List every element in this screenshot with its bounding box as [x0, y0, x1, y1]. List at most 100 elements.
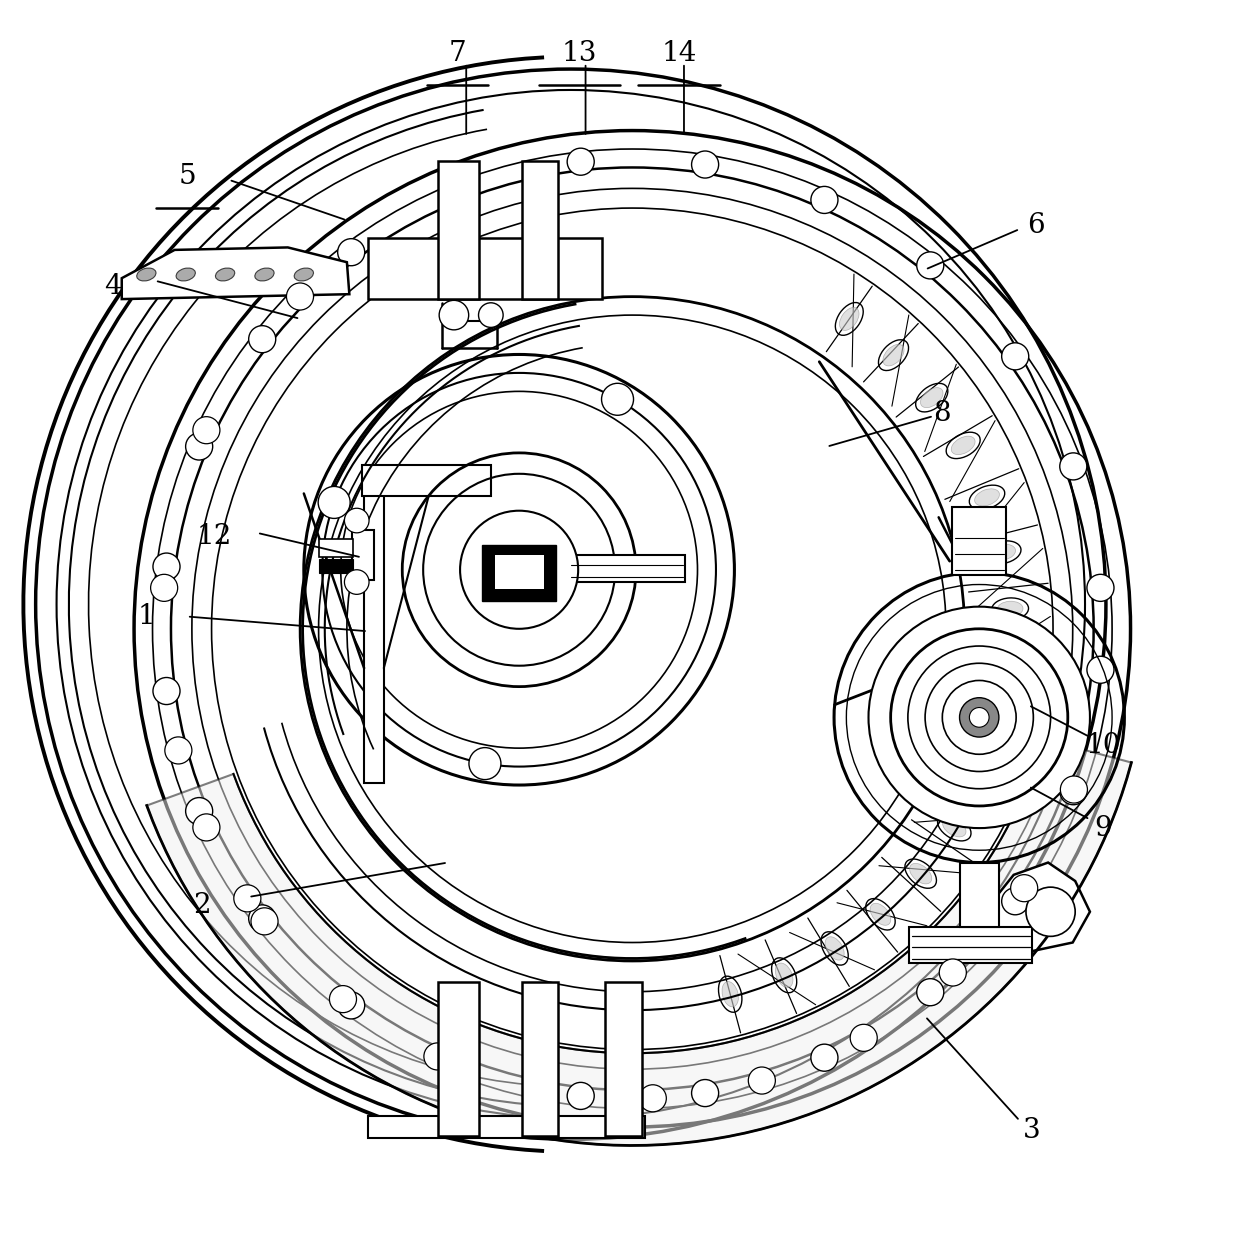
- Bar: [319, 539, 353, 557]
- Circle shape: [249, 905, 275, 932]
- Circle shape: [337, 239, 365, 266]
- Circle shape: [330, 985, 357, 1012]
- Ellipse shape: [136, 268, 156, 281]
- Circle shape: [286, 282, 314, 309]
- Text: 7: 7: [449, 39, 466, 67]
- Circle shape: [1025, 888, 1075, 936]
- Text: 3: 3: [1023, 1117, 1040, 1144]
- Bar: [368, 238, 601, 300]
- Text: 5: 5: [179, 163, 196, 190]
- Ellipse shape: [975, 488, 999, 506]
- Ellipse shape: [883, 344, 904, 366]
- Ellipse shape: [910, 863, 931, 884]
- Ellipse shape: [986, 714, 1012, 731]
- Ellipse shape: [951, 436, 975, 455]
- Polygon shape: [146, 739, 1131, 1145]
- Circle shape: [811, 186, 838, 213]
- Ellipse shape: [255, 268, 274, 281]
- Circle shape: [186, 433, 213, 460]
- Circle shape: [345, 570, 370, 594]
- Circle shape: [1087, 656, 1114, 683]
- Circle shape: [165, 737, 192, 764]
- Ellipse shape: [996, 658, 1022, 674]
- Bar: [952, 507, 1007, 575]
- Text: 8: 8: [934, 399, 951, 427]
- Circle shape: [424, 1043, 451, 1070]
- Text: 1: 1: [138, 603, 155, 630]
- Ellipse shape: [825, 937, 844, 961]
- Circle shape: [439, 301, 469, 330]
- Polygon shape: [438, 162, 479, 300]
- Circle shape: [868, 607, 1090, 829]
- Circle shape: [692, 150, 719, 178]
- Circle shape: [1002, 343, 1029, 370]
- Polygon shape: [522, 162, 558, 300]
- Circle shape: [1011, 874, 1038, 901]
- Text: 2: 2: [193, 893, 211, 919]
- Ellipse shape: [942, 817, 966, 837]
- Circle shape: [916, 252, 944, 279]
- Ellipse shape: [176, 268, 196, 281]
- Circle shape: [479, 303, 503, 328]
- Ellipse shape: [216, 268, 234, 281]
- Ellipse shape: [870, 904, 890, 925]
- Ellipse shape: [968, 768, 993, 785]
- Circle shape: [748, 1067, 775, 1094]
- Bar: [362, 465, 491, 496]
- Ellipse shape: [775, 963, 792, 988]
- Text: 9: 9: [1095, 815, 1112, 842]
- Circle shape: [1087, 575, 1114, 602]
- Circle shape: [319, 487, 350, 518]
- Bar: [495, 555, 543, 589]
- Circle shape: [960, 698, 999, 737]
- Circle shape: [811, 1044, 838, 1071]
- Circle shape: [640, 1085, 666, 1112]
- Circle shape: [970, 708, 990, 727]
- Circle shape: [601, 383, 634, 416]
- Circle shape: [234, 885, 260, 912]
- Bar: [960, 863, 999, 926]
- Ellipse shape: [997, 602, 1023, 616]
- Polygon shape: [365, 469, 384, 783]
- Circle shape: [249, 326, 275, 353]
- Ellipse shape: [990, 544, 1016, 560]
- Circle shape: [1060, 776, 1087, 803]
- Text: 4: 4: [104, 274, 122, 301]
- Ellipse shape: [722, 981, 738, 1007]
- Circle shape: [186, 798, 213, 825]
- Circle shape: [460, 510, 578, 629]
- Bar: [485, 547, 553, 597]
- Circle shape: [939, 959, 966, 986]
- Circle shape: [193, 814, 219, 841]
- Circle shape: [851, 1025, 877, 1052]
- Ellipse shape: [920, 387, 942, 408]
- Circle shape: [916, 979, 944, 1006]
- Circle shape: [567, 1083, 594, 1110]
- Bar: [909, 926, 1032, 963]
- Text: 10: 10: [1086, 732, 1121, 760]
- Circle shape: [567, 148, 594, 175]
- Circle shape: [1060, 453, 1086, 480]
- Bar: [368, 1116, 645, 1138]
- Polygon shape: [122, 248, 350, 300]
- Circle shape: [529, 1076, 557, 1104]
- Circle shape: [337, 991, 365, 1018]
- Circle shape: [193, 417, 219, 444]
- Circle shape: [250, 907, 278, 935]
- Circle shape: [1060, 778, 1086, 805]
- Text: 6: 6: [1027, 212, 1044, 239]
- Text: 12: 12: [196, 523, 232, 550]
- Polygon shape: [990, 863, 1090, 951]
- Ellipse shape: [294, 268, 314, 281]
- Circle shape: [446, 1053, 474, 1080]
- Ellipse shape: [839, 307, 859, 330]
- Text: 14: 14: [661, 39, 697, 67]
- Circle shape: [153, 677, 180, 704]
- Circle shape: [153, 554, 180, 580]
- Circle shape: [692, 1080, 719, 1106]
- Text: 13: 13: [562, 39, 598, 67]
- Bar: [352, 530, 374, 580]
- Polygon shape: [482, 545, 556, 600]
- Bar: [319, 559, 353, 573]
- Bar: [522, 981, 558, 1136]
